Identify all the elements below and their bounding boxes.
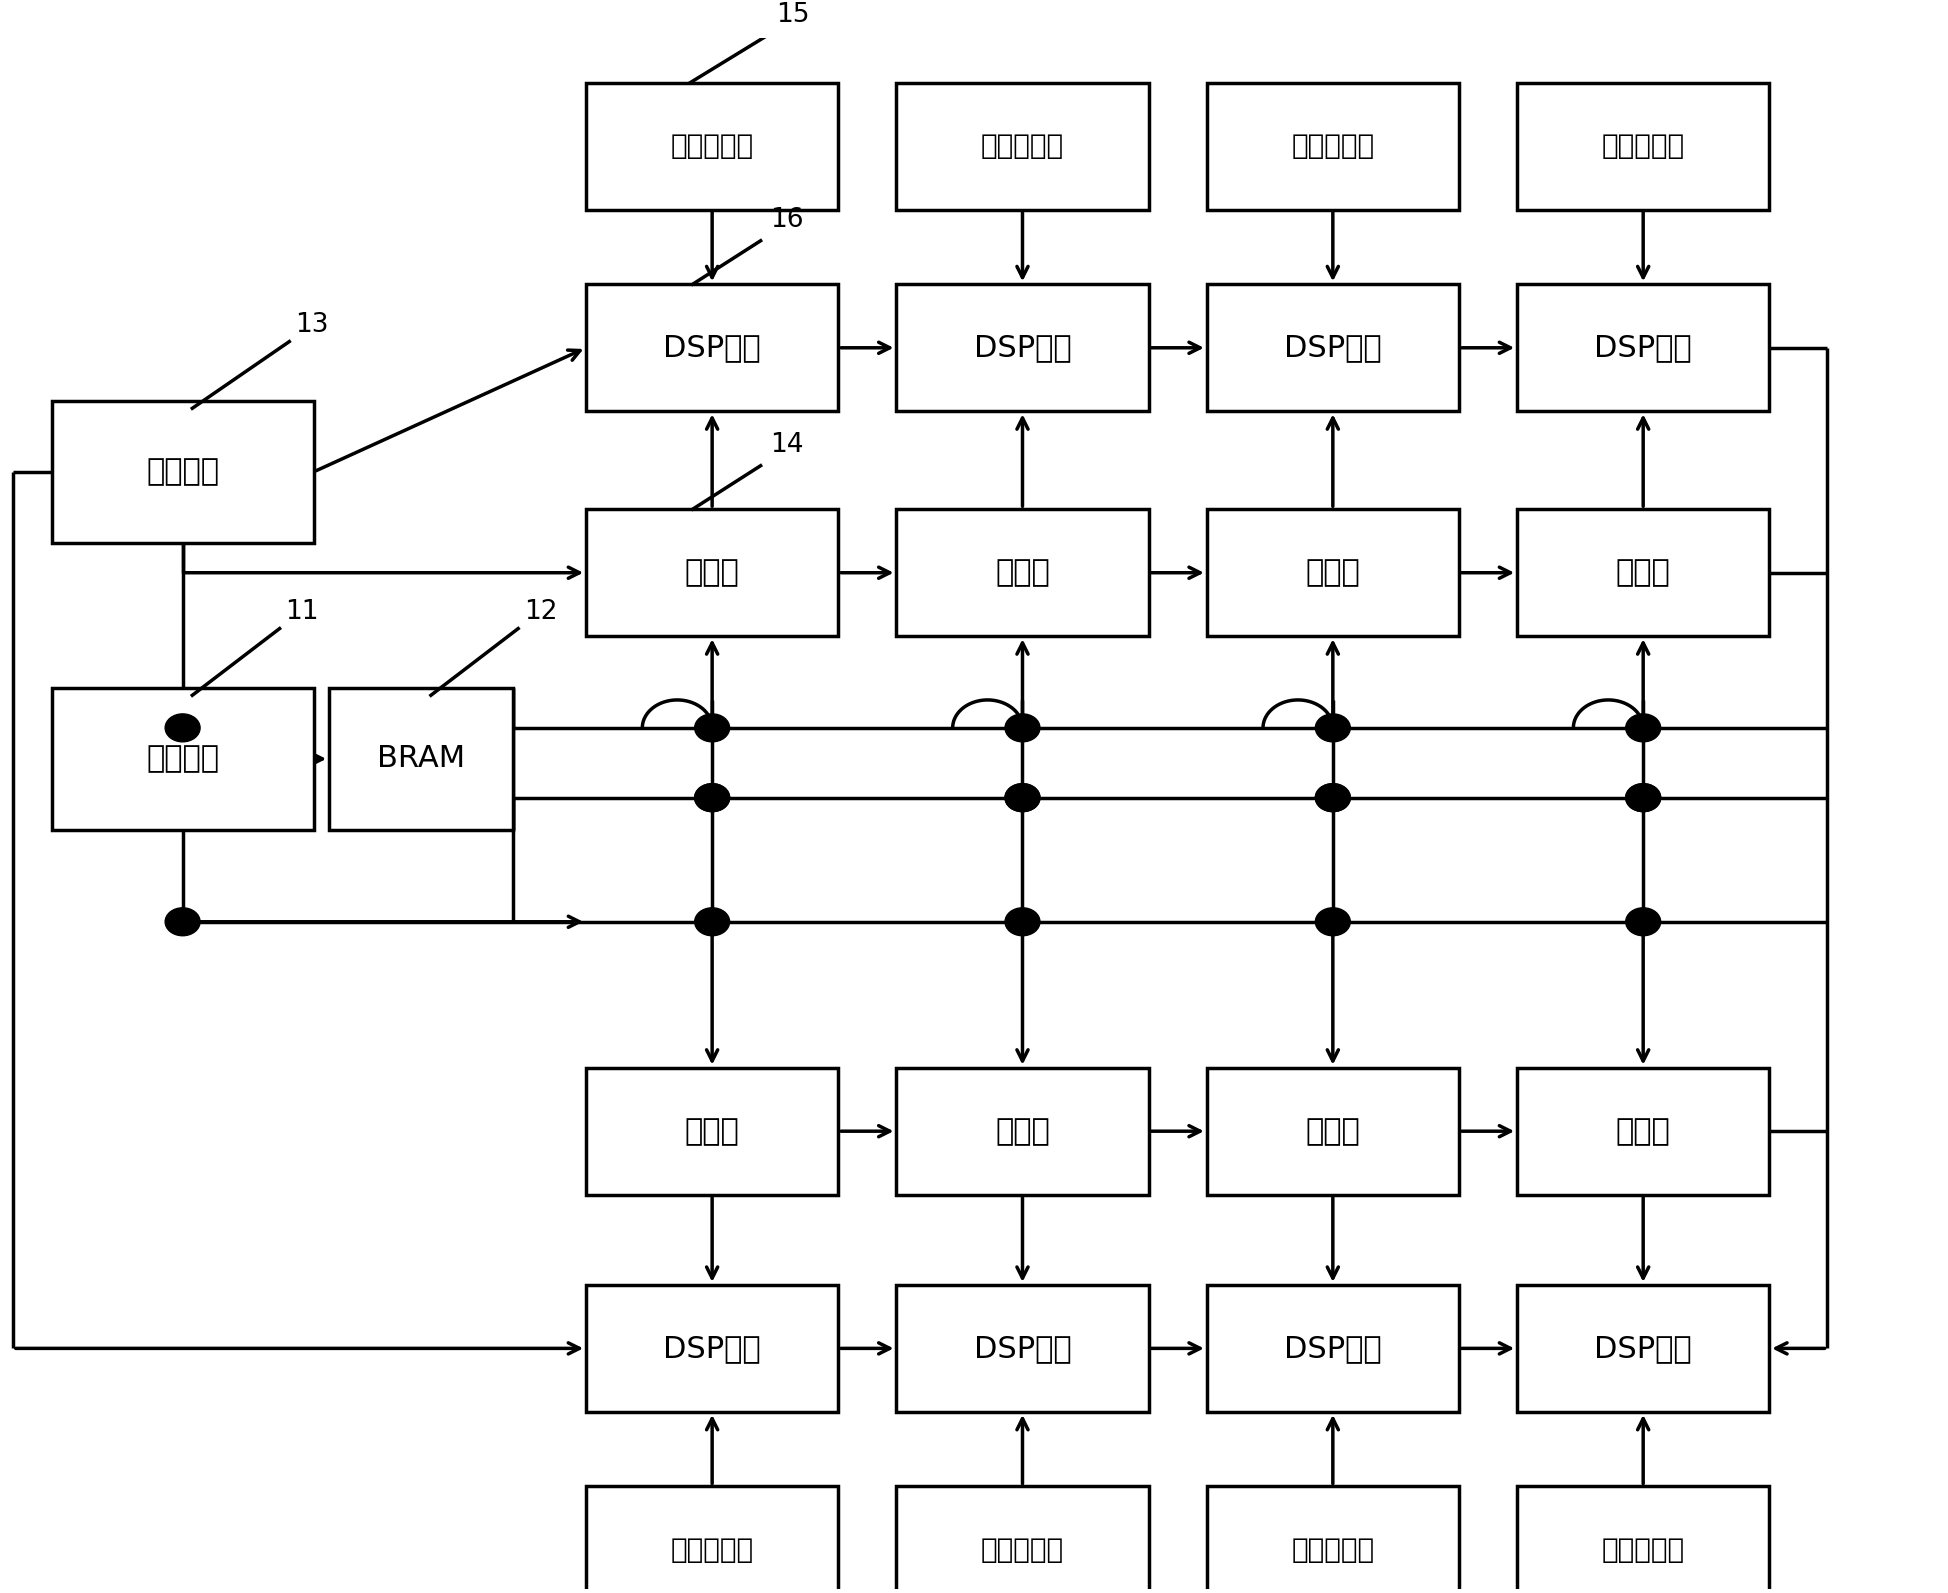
Circle shape bbox=[1315, 784, 1350, 811]
FancyBboxPatch shape bbox=[896, 1286, 1149, 1411]
Text: DSP模块: DSP模块 bbox=[664, 333, 762, 362]
FancyBboxPatch shape bbox=[53, 400, 314, 543]
FancyBboxPatch shape bbox=[1206, 1067, 1459, 1195]
Circle shape bbox=[1627, 714, 1660, 742]
Text: DSP模块: DSP模块 bbox=[1284, 1333, 1381, 1364]
FancyBboxPatch shape bbox=[896, 510, 1149, 636]
Text: 系数存储器: 系数存储器 bbox=[982, 1536, 1064, 1564]
FancyBboxPatch shape bbox=[1517, 510, 1769, 636]
Circle shape bbox=[1005, 784, 1040, 811]
Text: 寄存器: 寄存器 bbox=[686, 558, 740, 588]
FancyBboxPatch shape bbox=[896, 284, 1149, 411]
Circle shape bbox=[166, 908, 201, 935]
Circle shape bbox=[695, 784, 730, 811]
Circle shape bbox=[1005, 714, 1040, 742]
Text: 寄存器: 寄存器 bbox=[995, 1117, 1050, 1145]
Circle shape bbox=[1005, 784, 1040, 811]
Text: 寄存器: 寄存器 bbox=[686, 1117, 740, 1145]
Text: DSP模块: DSP模块 bbox=[1284, 333, 1381, 362]
Text: 系数存储器: 系数存储器 bbox=[1292, 132, 1375, 161]
FancyBboxPatch shape bbox=[1206, 1286, 1459, 1411]
Text: DSP模块: DSP模块 bbox=[1593, 1333, 1693, 1364]
Circle shape bbox=[695, 714, 730, 742]
Circle shape bbox=[1627, 784, 1660, 811]
Text: 12: 12 bbox=[524, 599, 557, 626]
FancyBboxPatch shape bbox=[1517, 1486, 1769, 1593]
FancyBboxPatch shape bbox=[1517, 1286, 1769, 1411]
Circle shape bbox=[1315, 784, 1350, 811]
FancyBboxPatch shape bbox=[896, 1486, 1149, 1593]
Circle shape bbox=[695, 784, 730, 811]
FancyBboxPatch shape bbox=[1517, 83, 1769, 210]
Circle shape bbox=[1627, 784, 1660, 811]
Text: DSP模块: DSP模块 bbox=[974, 333, 1071, 362]
Text: 系数存储器: 系数存储器 bbox=[670, 1536, 754, 1564]
Text: 系数存储器: 系数存储器 bbox=[670, 132, 754, 161]
Text: 系数存储器: 系数存储器 bbox=[982, 132, 1064, 161]
Circle shape bbox=[695, 908, 730, 935]
FancyBboxPatch shape bbox=[586, 284, 838, 411]
FancyBboxPatch shape bbox=[896, 1067, 1149, 1195]
Text: 寄存器: 寄存器 bbox=[1615, 558, 1671, 588]
Text: 寄存器: 寄存器 bbox=[1615, 1117, 1671, 1145]
Text: 寄存器: 寄存器 bbox=[1305, 1117, 1360, 1145]
Text: 触发模块: 触发模块 bbox=[146, 457, 218, 486]
Circle shape bbox=[1005, 908, 1040, 935]
FancyBboxPatch shape bbox=[586, 1067, 838, 1195]
Circle shape bbox=[1315, 714, 1350, 742]
Text: DSP模块: DSP模块 bbox=[1593, 333, 1693, 362]
Text: 寄存器: 寄存器 bbox=[995, 558, 1050, 588]
Circle shape bbox=[1627, 908, 1660, 935]
Circle shape bbox=[166, 714, 201, 742]
Text: 控制模块: 控制模块 bbox=[146, 744, 218, 773]
FancyBboxPatch shape bbox=[53, 688, 314, 830]
FancyBboxPatch shape bbox=[586, 83, 838, 210]
Text: 14: 14 bbox=[769, 432, 805, 457]
FancyBboxPatch shape bbox=[896, 83, 1149, 210]
Text: 11: 11 bbox=[286, 599, 319, 626]
Circle shape bbox=[1315, 908, 1350, 935]
Text: 系数存储器: 系数存储器 bbox=[1601, 132, 1685, 161]
Text: 15: 15 bbox=[775, 2, 810, 29]
Text: 系数存储器: 系数存储器 bbox=[1292, 1536, 1375, 1564]
Text: 寄存器: 寄存器 bbox=[1305, 558, 1360, 588]
FancyBboxPatch shape bbox=[586, 510, 838, 636]
FancyBboxPatch shape bbox=[586, 1486, 838, 1593]
Text: DSP模块: DSP模块 bbox=[974, 1333, 1071, 1364]
FancyBboxPatch shape bbox=[1517, 284, 1769, 411]
FancyBboxPatch shape bbox=[1206, 83, 1459, 210]
Text: BRAM: BRAM bbox=[378, 744, 466, 773]
FancyBboxPatch shape bbox=[329, 688, 514, 830]
Text: 13: 13 bbox=[294, 312, 329, 338]
FancyBboxPatch shape bbox=[1206, 284, 1459, 411]
FancyBboxPatch shape bbox=[1517, 1067, 1769, 1195]
FancyBboxPatch shape bbox=[1206, 510, 1459, 636]
Text: 系数存储器: 系数存储器 bbox=[1601, 1536, 1685, 1564]
FancyBboxPatch shape bbox=[1206, 1486, 1459, 1593]
Text: DSP模块: DSP模块 bbox=[664, 1333, 762, 1364]
Text: 16: 16 bbox=[769, 207, 805, 233]
FancyBboxPatch shape bbox=[586, 1286, 838, 1411]
